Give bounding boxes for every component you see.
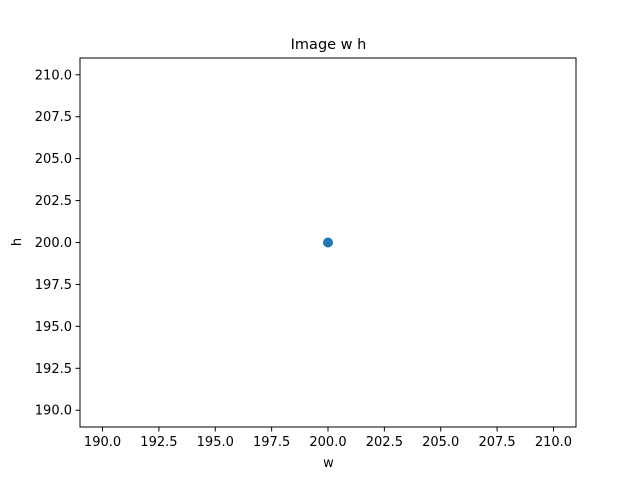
y-tick-label: 192.5: [35, 362, 72, 377]
y-tick-label: 207.5: [35, 110, 72, 125]
x-tick-label: 197.5: [253, 435, 290, 450]
x-tick-label: 200.0: [309, 435, 346, 450]
x-tick-label: 205.0: [422, 435, 459, 450]
chart-title: Image w h: [291, 37, 367, 53]
x-tick-label: 202.5: [366, 435, 403, 450]
x-tick-label: 195.0: [197, 435, 234, 450]
x-axis-label: w: [323, 456, 334, 471]
y-tick-label: 195.0: [35, 320, 72, 335]
x-tick-label: 190.0: [84, 435, 121, 450]
y-tick-label: 200.0: [35, 236, 72, 251]
y-tick-label: 205.0: [35, 152, 72, 167]
x-tick-label: 207.5: [478, 435, 515, 450]
x-axis-ticks: 190.0 192.5 195.0 197.5 200.0 202.5 205.0 207.5…: [84, 427, 572, 450]
y-tick-label: 197.5: [35, 278, 72, 293]
scatter-point: [323, 237, 333, 248]
x-tick-label: 192.5: [140, 435, 177, 450]
x-tick-label: 210.0: [535, 435, 572, 450]
y-axis-label: h: [10, 238, 25, 246]
y-axis-ticks: 190.0 192.5 195.0 197.5 200.0 202.5 205.0 207.5…: [35, 68, 80, 419]
y-tick-label: 190.0: [35, 404, 72, 419]
y-tick-label: 202.5: [35, 194, 72, 209]
y-tick-label: 210.0: [35, 68, 72, 83]
